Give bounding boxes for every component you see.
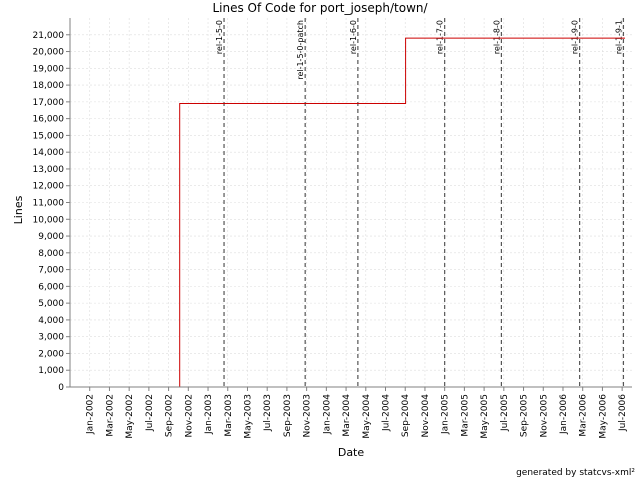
y-tick-label: 8,000: [38, 249, 64, 259]
release-marker-label: rel-1-6-0: [349, 20, 358, 54]
y-tick-label: 9,000: [38, 232, 64, 242]
release-marker-label: rel-1-9-1: [614, 20, 623, 54]
y-tick-label: 14,000: [33, 148, 65, 158]
x-tick-label: May-2002: [125, 394, 135, 439]
x-tick-label: Jan-2004: [322, 394, 332, 435]
x-tick-label: Mar-2006: [579, 394, 589, 437]
y-tick-label: 15,000: [33, 131, 65, 141]
x-tick-label: May-2005: [480, 394, 490, 439]
x-tick-label: Jul-2002: [145, 394, 155, 432]
y-tick-label: 3,000: [38, 333, 64, 343]
x-tick-label: Nov-2003: [303, 394, 313, 437]
x-tick-label: Mar-2005: [460, 394, 470, 437]
x-tick-label: Jul-2003: [263, 394, 273, 432]
y-tick-label: 11,000: [33, 199, 65, 209]
x-tick-label: Nov-2002: [184, 394, 194, 437]
x-tick-label: Jul-2005: [500, 394, 510, 432]
release-markers: rel-1-5-0 rel-1-5-0-patch rel-1-6-0 rel-1-7…: [215, 18, 625, 387]
y-tick-label: 10,000: [33, 215, 65, 225]
x-tick-label: Jul-2004: [382, 394, 392, 432]
grid-lines: [70, 18, 632, 388]
chart-title: Lines Of Code for port_joseph/town/: [212, 1, 428, 15]
y-tick-label: 5,000: [38, 299, 64, 309]
x-tick-label: Sep-2003: [283, 394, 293, 437]
x-tick-label: Jan-2006: [559, 394, 569, 435]
x-tick-label: Jan-2005: [441, 394, 451, 435]
y-tick-label: 7,000: [38, 266, 64, 276]
y-tick-label: 18,000: [33, 81, 65, 91]
x-tick-label: Mar-2003: [224, 394, 234, 437]
y-tick-label: 19,000: [33, 64, 65, 74]
y-axis-title: Lines: [12, 195, 25, 224]
y-tick-label: 1,000: [38, 366, 64, 376]
x-tick-label: Sep-2005: [520, 394, 530, 437]
x-tick-label: Sep-2002: [165, 394, 175, 437]
x-axis-title: Date: [338, 446, 365, 459]
y-tick-label: 21,000: [33, 31, 65, 41]
x-tick-label: Nov-2004: [421, 394, 431, 438]
release-marker-label: rel-1-7-0: [436, 20, 445, 54]
axes: 0 1,000 2,000 3,000 4,000 5,000 6,000 7,000 8,00…: [33, 18, 632, 439]
release-marker-label: rel-1-9-0: [571, 20, 580, 54]
x-tick-label: Jan-2002: [86, 394, 96, 435]
y-tick-label: 17,000: [33, 98, 65, 108]
y-tick-label: 16,000: [33, 115, 65, 125]
x-tick-label: May-2003: [243, 394, 253, 439]
release-marker-label: rel-1-5-0: [215, 20, 224, 54]
x-tick-label: Jan-2003: [204, 394, 214, 435]
y-tick-label: 0: [58, 383, 64, 393]
y-tick-label: 20,000: [33, 48, 65, 58]
x-tick-label: May-2004: [362, 394, 372, 439]
y-tick-label: 6,000: [38, 282, 64, 292]
x-tick-label: Nov-2005: [539, 394, 549, 437]
y-tick-label: 2,000: [38, 349, 64, 359]
release-marker-label: rel-1-8-0: [492, 20, 501, 54]
y-tick-label: 4,000: [38, 316, 64, 326]
x-tick-label: Mar-2002: [105, 394, 115, 437]
generated-by-credit: generated by statcvs-xml²: [516, 468, 635, 478]
y-tick-label: 12,000: [33, 182, 65, 192]
x-tick-label: May-2006: [598, 394, 608, 439]
x-tick-label: Sep-2004: [401, 394, 411, 437]
x-tick-label: Mar-2004: [342, 394, 352, 437]
x-tick-label: Jul-2006: [618, 394, 628, 432]
y-tick-label: 13,000: [33, 165, 65, 175]
release-marker-label: rel-1-5-0-patch: [296, 20, 305, 80]
